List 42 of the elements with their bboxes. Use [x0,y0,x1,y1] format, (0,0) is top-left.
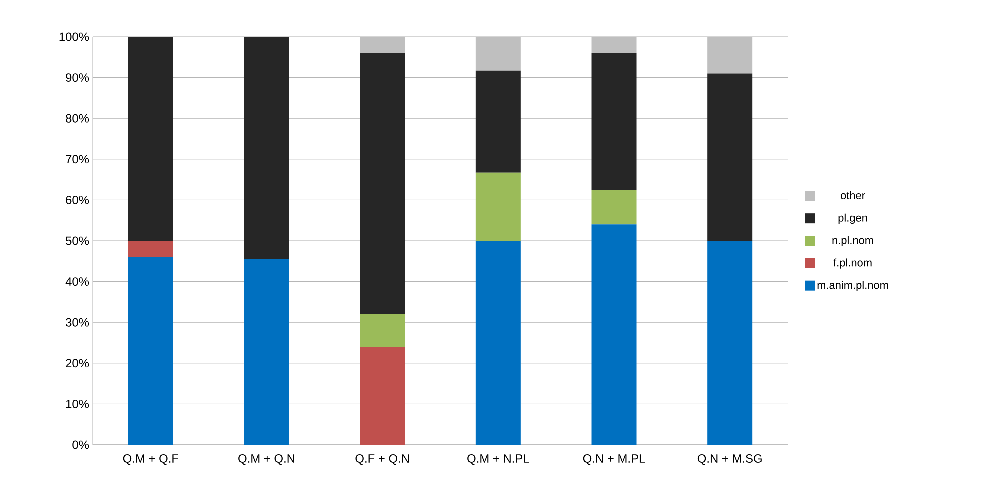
bar [708,74,753,241]
legend-label: other [840,191,866,200]
bar [476,36,521,71]
y-tick-label: 0% [72,440,90,450]
x-tick-label: Q.N + M.SG [698,454,762,466]
bar [592,224,637,445]
y-tick-label: 70% [66,155,90,164]
y-tick-label: 30% [66,318,90,327]
y-tick-label: 90% [66,74,90,82]
y-tick-label: 50% [66,236,90,246]
bar [128,240,174,258]
bar [360,347,406,445]
y-tick-label: 60% [66,196,90,204]
bar [708,36,753,74]
bar [592,190,637,225]
bar [476,240,521,445]
bar [244,259,290,445]
y-tick-label: 20% [66,359,90,368]
y-tick-label: 80% [66,114,90,123]
legend-label: m.anim.pl.nom [818,281,888,292]
legend-label: f.pl.nom [834,258,872,269]
bar [360,314,406,348]
x-tick-label: Q.M + N.PL [468,454,530,466]
x-tick-label: Q.M + Q.N [238,454,295,466]
x-tick-label: Q.N + M.PL [583,454,646,466]
y-tick-label: 10% [66,400,90,408]
legend-label: pl.gen [838,214,868,224]
bar [592,36,637,54]
y-tick-label: 40% [66,278,90,286]
bar [244,36,290,260]
bar [360,53,406,314]
x-tick-label: Q.F + Q.N [356,454,410,466]
bar [708,240,753,445]
y-tick-label: 100% [60,32,90,42]
x-tick-label: Q.M + Q.F [123,454,179,466]
legend-label: n.pl.nom [832,236,874,246]
bar [476,172,521,241]
bar [360,36,406,54]
bar [128,257,174,445]
bar [476,70,521,173]
bar [128,36,174,241]
bar [592,53,637,190]
